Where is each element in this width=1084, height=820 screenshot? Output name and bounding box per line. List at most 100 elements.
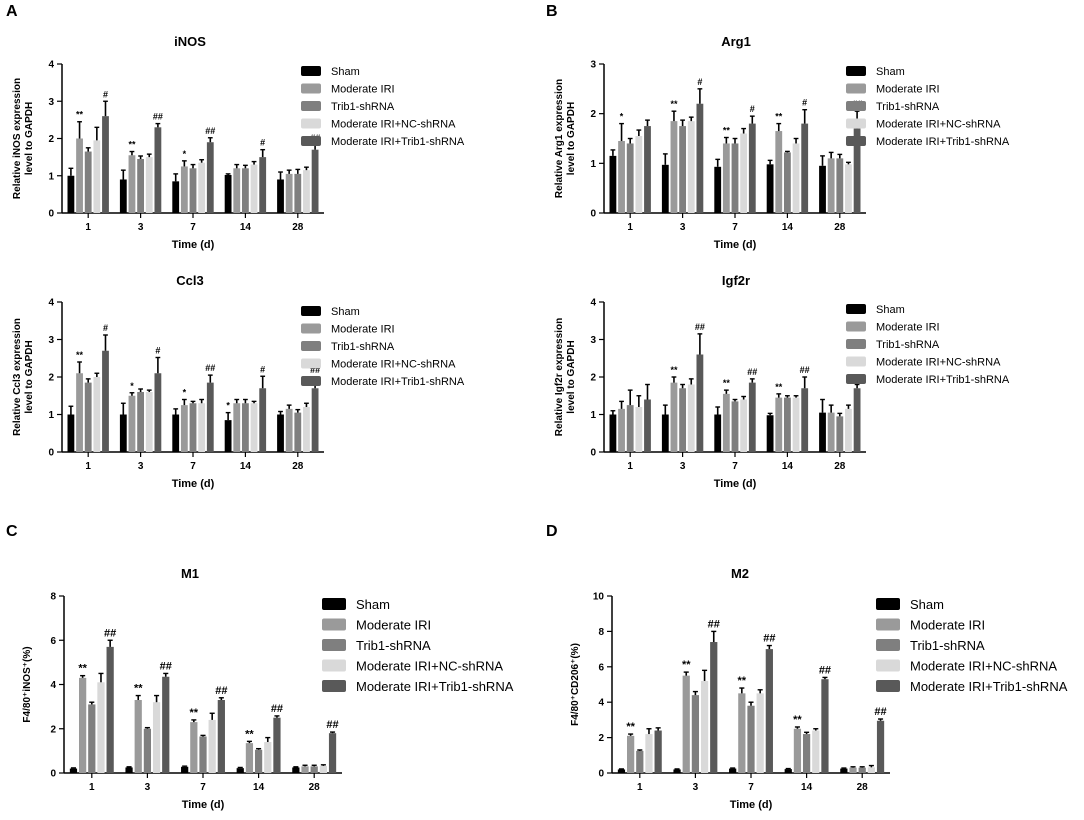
y-axis-label: Relative Ccl3 expression <box>12 318 23 436</box>
bar <box>740 399 748 452</box>
bar <box>827 412 835 452</box>
legend: Sham Moderate IRI Trib1-shRNA Moderate IRI+… <box>322 597 514 694</box>
bar <box>84 151 92 213</box>
legend-label: Moderate IRI+Trib1-shRNA <box>331 376 465 388</box>
bar <box>792 397 800 452</box>
bar <box>661 414 669 452</box>
legend-label: Moderate IRI+NC-shRNA <box>910 659 1057 674</box>
y-axis-label: level to GAPDH <box>566 340 577 413</box>
significance-mark: * <box>183 388 187 398</box>
bar <box>783 397 791 452</box>
bar <box>748 123 756 213</box>
legend-label: Trib1-shRNA <box>876 339 940 351</box>
y-tick-label: 1 <box>590 159 596 170</box>
bar <box>236 768 244 773</box>
legend-label: Moderate IRI+NC-shRNA <box>876 119 1001 131</box>
legend-swatch <box>322 639 346 651</box>
bar <box>775 397 783 452</box>
y-tick-label: 0 <box>590 209 596 220</box>
x-tick-label: 7 <box>748 782 754 793</box>
legend-swatch <box>301 118 321 129</box>
bar <box>687 121 695 213</box>
bar <box>303 407 310 452</box>
legend-label: Trib1-shRNA <box>331 341 395 353</box>
bar <box>845 164 852 213</box>
y-tick-label: 0 <box>590 448 596 459</box>
legend-swatch <box>322 659 346 672</box>
bar <box>670 121 678 213</box>
bar <box>294 173 302 213</box>
bar <box>740 133 748 213</box>
significance-mark: # <box>750 104 755 114</box>
significance-mark: * <box>130 381 134 391</box>
legend: Sham Moderate IRI Trib1-shRNA Moderate IRI+… <box>301 306 465 388</box>
bar <box>849 767 857 773</box>
bar <box>76 138 83 213</box>
bar <box>858 767 866 773</box>
significance-mark: ** <box>78 663 87 675</box>
chart-title: Igf2r <box>722 273 750 288</box>
legend-label: Moderate IRI <box>356 618 431 633</box>
bar <box>250 164 258 213</box>
significance-mark: ** <box>775 112 783 122</box>
bar <box>618 408 625 452</box>
bar <box>303 170 310 213</box>
bar <box>152 702 161 773</box>
bar <box>801 123 809 213</box>
legend-swatch <box>846 321 866 332</box>
bar <box>154 373 162 452</box>
bar <box>687 384 695 452</box>
legend-swatch <box>846 118 866 129</box>
bar <box>644 126 651 213</box>
bar <box>145 157 153 213</box>
significance-mark: ** <box>128 140 136 150</box>
x-tick-label: 3 <box>138 222 144 233</box>
bar <box>673 769 681 773</box>
legend-swatch <box>301 83 321 94</box>
bar <box>644 399 651 452</box>
legend-swatch <box>322 618 346 631</box>
significance-mark: ## <box>104 627 116 639</box>
significance-mark: ** <box>245 728 254 740</box>
legend-label: Moderate IRI+Trib1-shRNA <box>876 136 1010 148</box>
bar <box>812 730 820 773</box>
legend-swatch <box>301 306 321 316</box>
bar <box>254 749 263 773</box>
bar <box>143 728 152 773</box>
significance-mark: ## <box>153 112 163 122</box>
significance-mark: * <box>183 149 187 159</box>
bar <box>250 403 258 452</box>
bar <box>198 162 206 213</box>
legend-swatch <box>876 618 900 631</box>
bar <box>128 395 136 452</box>
legend-swatch <box>846 83 866 94</box>
significance-mark: ** <box>723 126 731 136</box>
bar <box>93 140 101 213</box>
x-tick-label: 14 <box>782 461 794 472</box>
bar <box>84 382 92 452</box>
y-tick-label: 6 <box>50 636 56 647</box>
legend-label: Sham <box>356 597 390 612</box>
bar <box>766 415 774 452</box>
bar <box>88 704 96 773</box>
x-tick-label: 3 <box>145 782 151 793</box>
panel-letter: B <box>546 3 558 20</box>
significance-mark: ** <box>76 110 84 120</box>
x-tick-label: 3 <box>138 461 144 472</box>
x-tick-label: 7 <box>190 461 196 472</box>
chart-title: Arg1 <box>721 34 751 49</box>
bar <box>181 766 189 773</box>
bar <box>310 766 318 773</box>
bar <box>867 767 875 773</box>
x-tick-label: 28 <box>834 222 846 233</box>
bar <box>180 405 188 452</box>
bar <box>696 354 704 452</box>
bar <box>748 382 756 452</box>
y-tick-label: 1 <box>48 171 54 182</box>
bar <box>292 767 300 773</box>
x-tick-label: 1 <box>89 782 95 793</box>
bar <box>626 143 634 213</box>
bar <box>319 765 327 773</box>
y-tick-label: 4 <box>48 60 54 71</box>
